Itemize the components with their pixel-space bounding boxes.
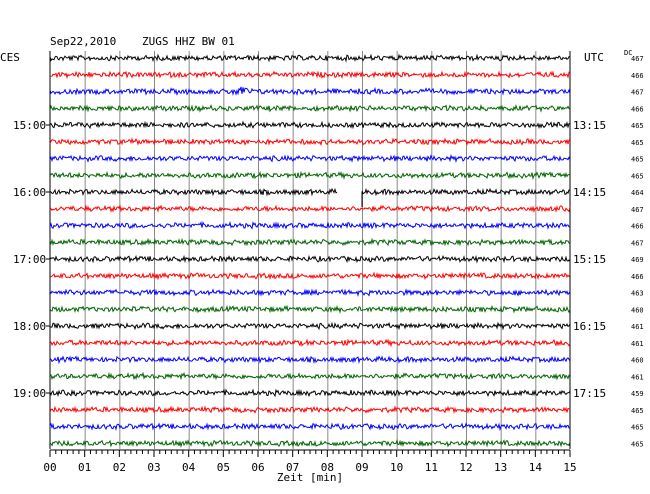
trace-line (49, 137, 571, 147)
left-time-labels: 15:00 16:00 17:00 18:00 19:00 (13, 119, 50, 400)
trace-line (49, 254, 571, 264)
x-tick-label: 11 (425, 461, 438, 474)
trace-line (49, 405, 571, 415)
trace-line (49, 187, 571, 197)
trace-line (49, 220, 571, 230)
right-time-label: 13:15 (573, 119, 606, 132)
right-time-label: 15:15 (573, 253, 606, 266)
trace-line (49, 422, 571, 432)
x-tick-label: 05 (217, 461, 230, 474)
dc-value: 461 (631, 340, 644, 348)
trace-line (49, 70, 571, 80)
x-tick-label: 01 (78, 461, 91, 474)
dc-value: 467 (631, 206, 644, 214)
dc-value: 460 (631, 306, 644, 314)
left-time-label: 15:00 (13, 119, 46, 132)
dc-value: 465 (631, 172, 644, 180)
left-time-label: 16:00 (13, 186, 46, 199)
x-tick-label: 14 (529, 461, 543, 474)
left-time-label: 18:00 (13, 320, 46, 333)
dc-value: 469 (631, 256, 644, 264)
trace-line (49, 120, 571, 130)
trace-line (49, 288, 571, 297)
dc-value: 459 (631, 390, 644, 398)
right-time-label: 16:15 (573, 320, 606, 333)
dc-value: 461 (631, 373, 644, 381)
dc-value: 460 (631, 357, 644, 365)
dc-value: 466 (631, 72, 644, 80)
dc-value: 464 (631, 189, 644, 197)
trace-line (49, 321, 571, 331)
trace-line (49, 153, 571, 164)
trace-line (49, 86, 571, 96)
x-tick-label: 08 (321, 461, 334, 474)
station-label: ZUGS HHZ BW 01 (142, 35, 235, 48)
trace-line (49, 438, 571, 449)
dc-value-labels: 467 466 467 466 465 465 465 465 464 467 466 467 469 4… (631, 55, 644, 448)
dc-value: 465 (631, 407, 644, 415)
trace-line (49, 355, 571, 365)
right-time-labels: 13:15 14:15 15:15 16:15 17:15 (573, 119, 606, 400)
dc-value: 466 (631, 105, 644, 113)
x-tick-label: 09 (355, 461, 368, 474)
trace-line (49, 237, 571, 247)
dc-value: 461 (631, 323, 644, 331)
local-time-zone-label: CES (0, 51, 20, 64)
trace-line (49, 53, 571, 63)
dc-value: 465 (631, 156, 644, 164)
dc-value: 467 (631, 239, 644, 247)
dc-value: 467 (631, 55, 644, 63)
trace-line (49, 103, 571, 113)
right-time-label: 14:15 (573, 186, 606, 199)
x-tick-label: 12 (459, 461, 472, 474)
seismogram-traces (49, 53, 571, 449)
x-tick-label: 02 (113, 461, 126, 474)
trace-line (49, 204, 571, 214)
trace-line (49, 304, 571, 314)
dc-value: 466 (631, 223, 644, 231)
utc-zone-label: UTC (584, 51, 604, 64)
x-tick-label: 03 (147, 461, 160, 474)
x-tick-label: 00 (43, 461, 56, 474)
trace-line (49, 170, 571, 180)
trace-line (49, 271, 571, 281)
dc-value: 463 (631, 290, 644, 298)
minute-gridlines (84, 51, 537, 449)
x-tick-label: 06 (251, 461, 264, 474)
x-tick-label: 10 (390, 461, 403, 474)
x-tick-label: 15 (563, 461, 576, 474)
trace-line (49, 338, 571, 348)
x-axis-title: Zeit [min] (277, 471, 343, 484)
trace-line (49, 371, 571, 381)
dc-value: 465 (631, 440, 644, 448)
dc-value: 467 (631, 89, 644, 97)
trace-line (49, 388, 571, 398)
x-axis: 00 01 02 03 04 05 06 07 08 09 10 11 12 13 14 15 (43, 449, 577, 474)
x-tick-label: 04 (182, 461, 196, 474)
dc-value: 465 (631, 122, 644, 130)
dc-value: 465 (631, 139, 644, 147)
dc-value: 466 (631, 273, 644, 281)
x-tick-label: 07 (286, 461, 299, 474)
dc-column-label: DC (624, 49, 632, 57)
left-time-label: 17:00 (13, 253, 46, 266)
date-label: Sep22,2010 (50, 35, 116, 48)
dc-value: 465 (631, 424, 644, 432)
x-tick-label: 13 (494, 461, 507, 474)
left-time-label: 19:00 (13, 387, 46, 400)
right-time-label: 17:15 (573, 387, 606, 400)
